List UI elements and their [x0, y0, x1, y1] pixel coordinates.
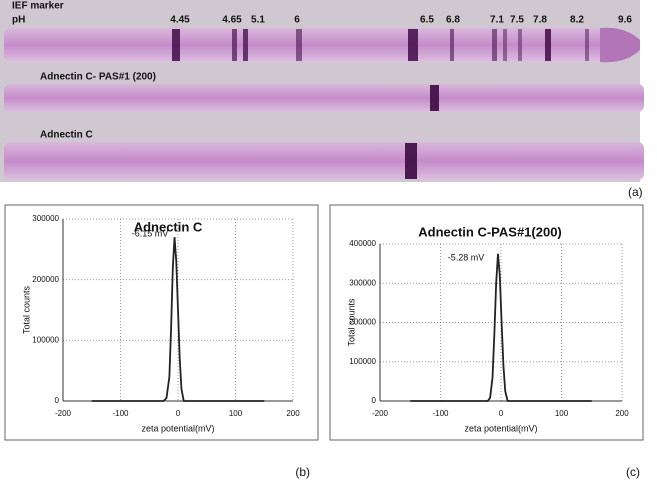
ph-marker: 8.2: [570, 15, 584, 26]
gel-band: [492, 29, 497, 61]
x-tick-label: 200: [286, 409, 300, 418]
x-tick-label: -100: [432, 409, 449, 418]
x-tick-label: 100: [555, 409, 569, 418]
x-tick-label: 0: [499, 409, 504, 418]
y-tick-label: 300000: [32, 214, 59, 223]
gel-band: [232, 29, 237, 61]
chart-title: Adnectin C: [134, 219, 203, 234]
ph-marker: 9.6: [618, 15, 632, 26]
y-tick-label: 100000: [349, 357, 376, 366]
ph-marker: 6.5: [420, 15, 434, 26]
chart-border: [4, 204, 319, 441]
y-tick-label: 100000: [32, 335, 59, 344]
y-tick-label: 200000: [32, 275, 59, 284]
y-tick-label: 0: [55, 396, 60, 405]
annotation: -6.15 mV: [132, 228, 169, 238]
chart-title: Adnectin C-PAS#1(200): [418, 224, 562, 239]
gel-band: [518, 29, 522, 61]
gel-strip: [4, 28, 604, 62]
data-line: [91, 237, 265, 402]
panel-label: (a): [628, 185, 643, 199]
x-tick-label: 0: [176, 409, 181, 418]
ph-marker: 7.8: [533, 15, 547, 26]
y-tick-label: 0: [372, 396, 377, 405]
x-tick-label: 200: [615, 409, 629, 418]
y-axis-label: Total counts: [21, 285, 31, 334]
gel-band: [450, 29, 454, 61]
ph-marker: 7.5: [510, 15, 524, 26]
ph-marker: 6: [294, 15, 300, 26]
ph-marker: 5.1: [251, 15, 265, 26]
gel-strip-end: [600, 27, 640, 63]
gel-band: [296, 29, 302, 61]
x-tick-label: 100: [229, 409, 243, 418]
ph-marker: 7.1: [490, 15, 504, 26]
gel-band: [503, 29, 507, 61]
annotation: -5.28 mV: [448, 252, 485, 262]
gel-band: [585, 29, 589, 61]
gel-band: [545, 29, 551, 61]
panel-label: (c): [626, 465, 640, 479]
x-axis-label: zeta potential(mV): [464, 423, 537, 433]
ph-marker: 6.8: [446, 15, 460, 26]
y-tick-label: 300000: [349, 278, 376, 287]
data-line: [410, 253, 592, 402]
gel-band: [430, 85, 439, 111]
gel-axis-label: pH: [12, 15, 25, 26]
gel-strip: [4, 84, 644, 112]
ph-marker: 4.45: [170, 15, 190, 26]
y-axis-label: Total counts: [346, 298, 356, 347]
panel-label: (b): [295, 465, 310, 479]
gel-band: [243, 29, 248, 61]
gel-band: [405, 143, 417, 179]
gel-band: [172, 29, 180, 61]
gel-strip: [4, 142, 644, 180]
ph-marker: 4.65: [222, 15, 242, 26]
x-axis-label: zeta potential(mV): [141, 423, 214, 433]
lane-label: Adnectin C: [40, 130, 93, 141]
chart: 0 100000 200000 300000 -200 -100 0 100 200 Adnect…: [4, 204, 319, 441]
lane-label: Adnectin C- PAS#1 (200): [40, 72, 156, 83]
gel-band: [408, 29, 418, 61]
x-tick-label: -200: [372, 409, 389, 418]
chart-border: [329, 204, 644, 441]
gel-title: IEF marker: [12, 1, 64, 12]
x-tick-label: -100: [112, 409, 129, 418]
y-tick-label: 200000: [349, 318, 376, 327]
gel-image: [4, 27, 644, 180]
y-tick-label: 400000: [349, 239, 376, 248]
chart: 0 100000 200000 300000 400000 -200 -100 0 100 200…: [329, 204, 644, 441]
x-tick-label: -200: [55, 409, 72, 418]
